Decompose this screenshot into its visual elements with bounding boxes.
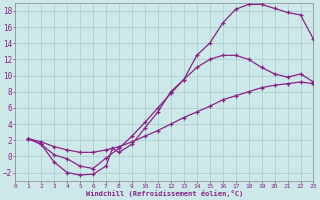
X-axis label: Windchill (Refroidissement éolien,°C): Windchill (Refroidissement éolien,°C)	[86, 190, 243, 197]
